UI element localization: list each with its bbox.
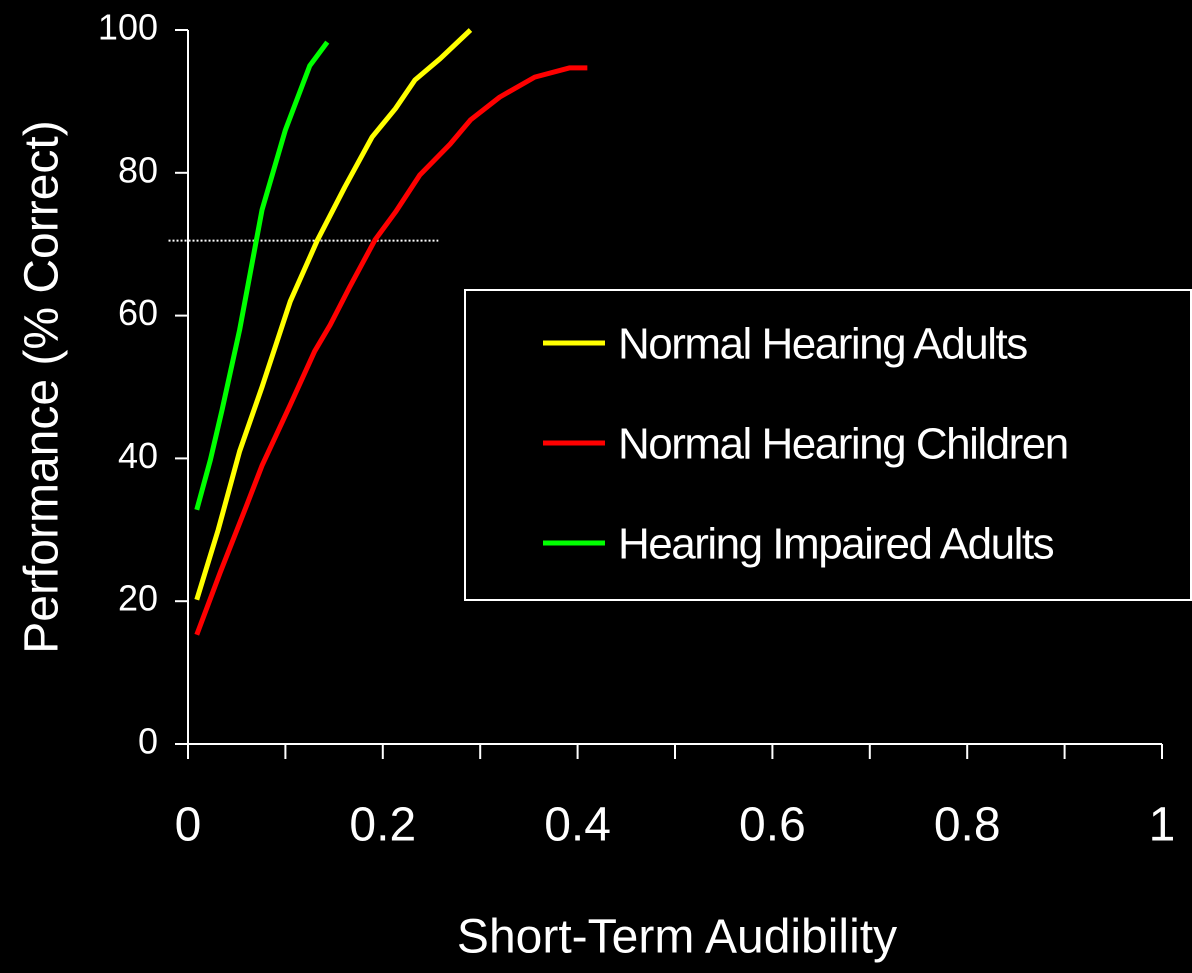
legend-label: Normal Hearing Adults	[618, 320, 1027, 369]
series-line	[194, 40, 330, 511]
x-tick-label: 0.6	[739, 799, 806, 852]
x-tick-label: 0	[175, 799, 202, 852]
y-tick-label: 20	[118, 578, 158, 619]
x-tick-label: 1	[1149, 799, 1176, 852]
x-tick-label: 0.2	[349, 799, 416, 852]
legend-label: Hearing Impaired Adults	[618, 520, 1054, 569]
y-tick-label: 0	[138, 721, 158, 762]
x-tick-label: 0.8	[934, 799, 1001, 852]
series-line	[194, 28, 473, 601]
y-tick-label: 60	[118, 292, 158, 333]
x-tick-label: 0.4	[544, 799, 611, 852]
legend-label: Normal Hearing Children	[618, 420, 1068, 469]
x-axis-label: Short-Term Audibility	[457, 911, 897, 964]
y-tick-label: 80	[118, 149, 158, 190]
y-tick-label: 100	[98, 7, 158, 48]
y-axis-label: Performance (% Correct)	[16, 120, 69, 653]
y-tick-label: 40	[118, 435, 158, 476]
series-line	[194, 65, 588, 636]
